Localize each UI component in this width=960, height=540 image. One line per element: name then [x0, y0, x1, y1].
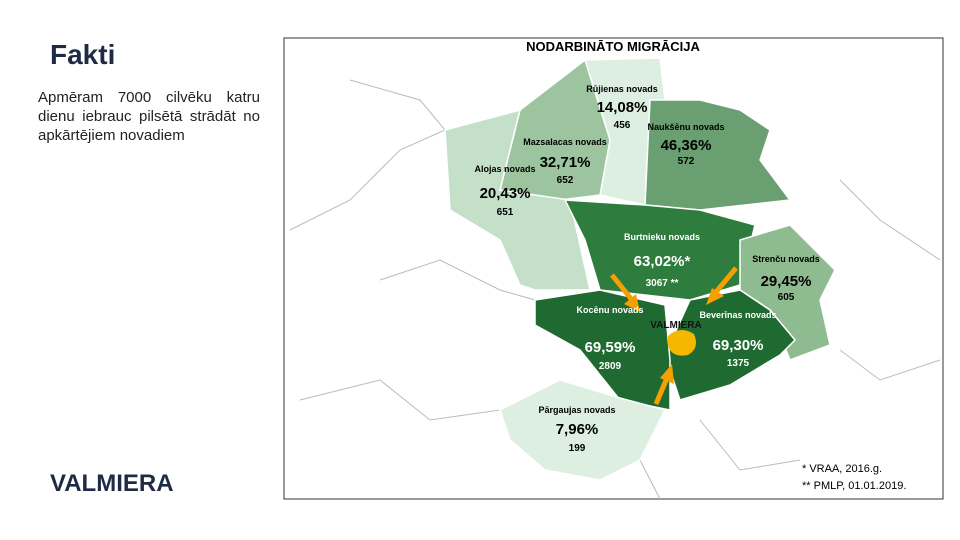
region-share: 63,02%* [634, 253, 691, 270]
region [499, 379, 667, 481]
region-count: 572 [678, 156, 695, 167]
center-label: VALMIERA [650, 320, 701, 331]
region-name: Kocēnu novads [576, 305, 643, 315]
region-count: 651 [497, 207, 514, 218]
region-count: 199 [569, 443, 586, 454]
region-labels: Rūjienas novads 14,08% 456 Naukšēnu novads 4… [474, 84, 819, 454]
city-shape [668, 329, 696, 356]
region-share: 7,96% [556, 421, 599, 438]
region-count: 652 [557, 175, 574, 186]
note: * VRAA, 2016.g. [802, 463, 882, 475]
region-name: Naukšēnu novads [647, 122, 724, 132]
note: ** PMLP, 01.01.2019. [802, 480, 906, 492]
region-share: 29,45% [761, 273, 812, 290]
region-share: 69,59% [585, 339, 636, 356]
intro-box: Apmēram 7000 cilvēku katru dienu iebrauc… [38, 89, 260, 144]
region-count: 456 [614, 120, 631, 131]
region-name: Burtnieku novads [624, 232, 700, 242]
region [444, 108, 591, 291]
background-borders [289, 79, 941, 500]
region-share: 69,30% [713, 337, 764, 354]
region-name: Mazsalacas novads [523, 137, 607, 147]
arrows [610, 266, 738, 405]
logo: VALMIERA [50, 470, 174, 497]
region-name: Alojas novads [474, 164, 535, 174]
region [534, 289, 671, 411]
intro-text: Apmēram 7000 cilvēku katru dienu iebrauc… [38, 89, 260, 144]
region-share: 14,08% [597, 99, 648, 116]
region-name: Pārgaujas novads [538, 405, 615, 415]
region-share: 46,36% [661, 137, 712, 154]
region-count: 3067 ** [646, 278, 679, 289]
region-count: 2809 [599, 361, 622, 372]
region-share: 32,71% [540, 154, 591, 171]
slide-title: Fakti [50, 39, 115, 70]
region-share: 20,43% [480, 185, 531, 202]
map-title: NODARBINĀTO MIGRĀCIJA [526, 39, 700, 54]
region-name: Rūjienas novads [586, 84, 658, 94]
regions [444, 57, 836, 481]
region-name: Strenču novads [752, 254, 820, 264]
region-count: 605 [778, 292, 795, 303]
region-name: Beverīnas novads [699, 310, 776, 320]
region-count: 1375 [727, 358, 750, 369]
